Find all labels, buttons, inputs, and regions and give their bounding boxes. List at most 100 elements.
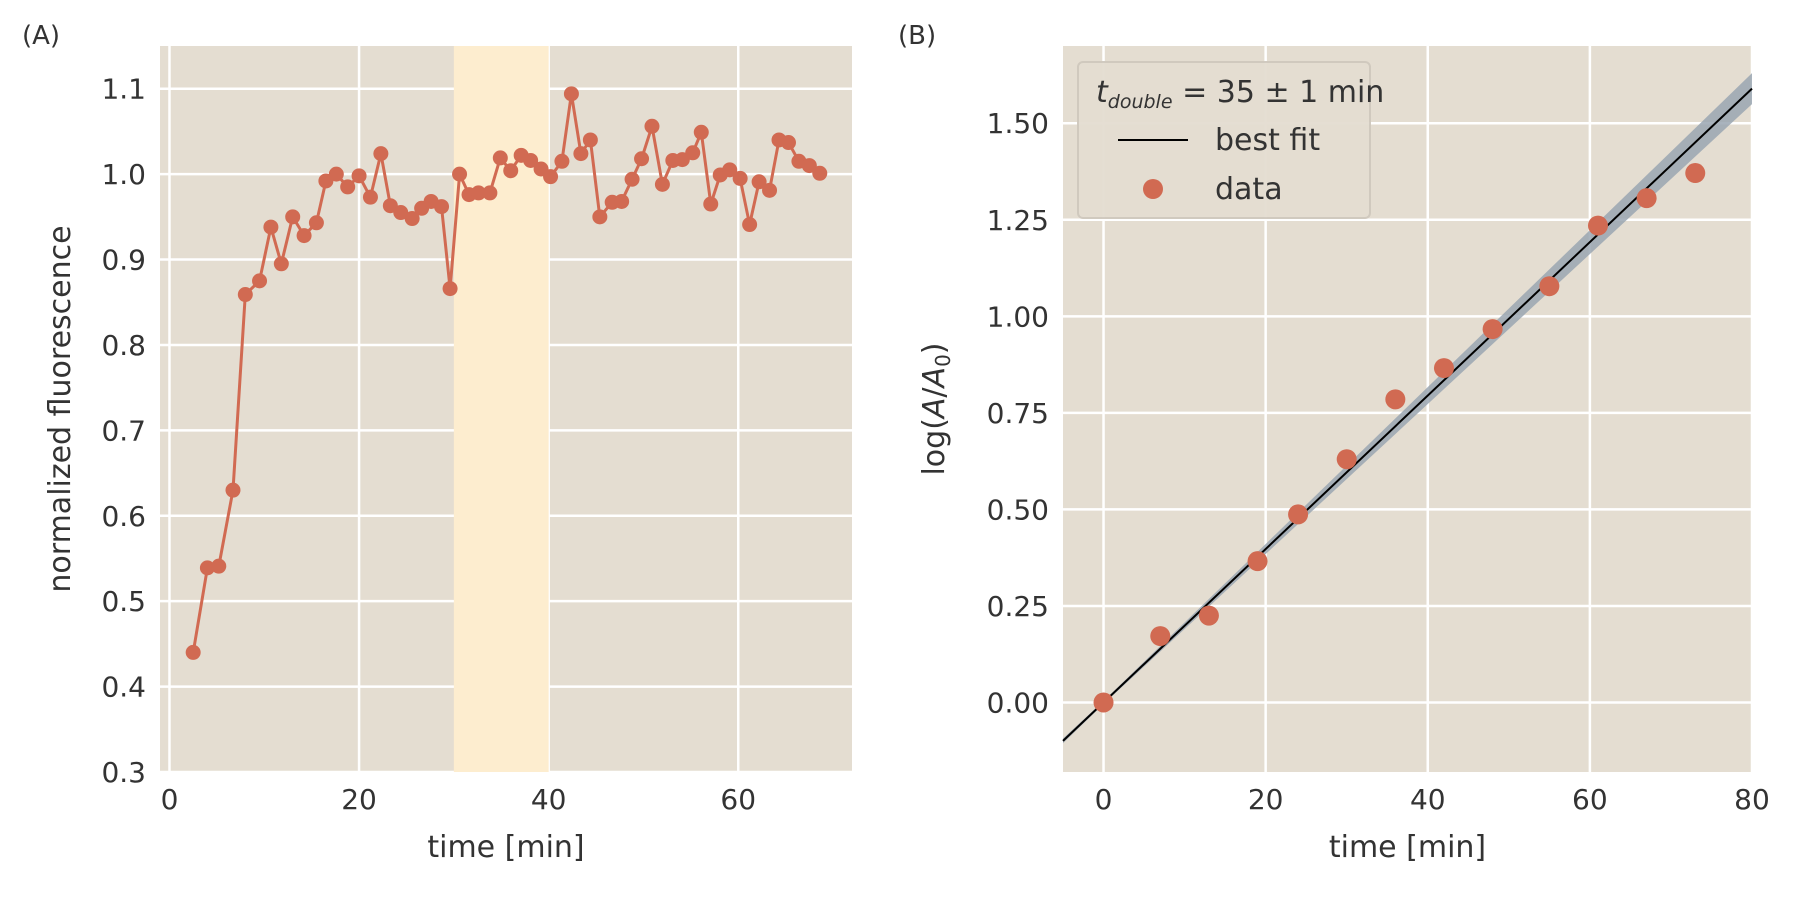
data-point [211, 558, 227, 574]
panel-b-series [1093, 163, 1706, 713]
y-tick-label: 1.00 [987, 300, 1049, 333]
data-point [685, 145, 701, 161]
data-point [434, 199, 450, 215]
data-point [1587, 215, 1608, 236]
data-point [624, 171, 640, 187]
data-point [340, 179, 356, 195]
data-point [199, 560, 215, 576]
y-tick-label: 0.00 [987, 686, 1049, 719]
y-tick-label: 1.25 [987, 204, 1049, 237]
data-point [1247, 551, 1268, 572]
y-tick-label: 0.9 [101, 244, 146, 277]
data-point [328, 166, 344, 182]
data-point [1093, 692, 1114, 713]
legend: tdouble = 35 ± 1 min best fit data [1077, 61, 1384, 219]
panel-b-x-axis-label: time [min] [1329, 830, 1486, 865]
data-point [722, 162, 738, 178]
x-tick-label: 80 [1734, 783, 1770, 816]
data-point [373, 146, 389, 162]
ylabel-sub: 0 [931, 354, 955, 367]
y-tick-label: 0.4 [101, 671, 146, 704]
data-point [554, 153, 570, 169]
y-tick-label: 0.8 [101, 329, 146, 362]
panel-b-letter: (B) [898, 21, 936, 51]
x-tick-label: 60 [720, 783, 756, 816]
x-tick-label: 40 [1410, 783, 1446, 816]
ylabel-prefix: log( [917, 418, 952, 475]
data-point [801, 158, 817, 174]
y-tick-label: 0.6 [101, 500, 146, 533]
ylabel-var1: A [917, 398, 952, 421]
panel-b-y-ticks: 0.00 0.25 0.50 0.75 1.00 1.25 1.50 [987, 107, 1049, 719]
legend-annotation-rest: = 35 ± 1 min [1173, 75, 1385, 110]
data-point [812, 165, 828, 181]
data-point [543, 169, 559, 185]
panel-a-series [185, 86, 828, 660]
y-tick-label: 0.75 [987, 397, 1049, 430]
data-point [634, 151, 650, 167]
legend-data-swatch [1143, 179, 1163, 199]
data-point [592, 209, 608, 225]
ylabel-suffix: ) [917, 342, 952, 354]
panel-a-letter: (A) [22, 21, 60, 51]
ylabel-slash: / [917, 387, 952, 398]
data-point [614, 193, 630, 209]
data-point [185, 644, 201, 660]
data-point [503, 163, 519, 179]
data-point [452, 166, 468, 182]
y-tick-label: 1.0 [101, 158, 146, 191]
legend-box [1077, 61, 1371, 219]
data-point [1198, 605, 1219, 626]
ylabel-var2: A [917, 367, 952, 390]
panel-b-grid [1063, 46, 1754, 772]
data-point [404, 211, 420, 227]
data-point [563, 86, 579, 102]
data-point [442, 281, 458, 297]
y-tick-label: 0.5 [101, 585, 146, 618]
data-point [492, 150, 508, 166]
data-point [742, 217, 758, 233]
y-tick-label: 0.25 [987, 590, 1049, 623]
panel-b-confidence-band [1063, 73, 1752, 744]
legend-annotation: tdouble = 35 ± 1 min [1096, 75, 1384, 113]
data-point [285, 209, 301, 225]
data-point [252, 273, 268, 289]
data-point [362, 189, 378, 205]
data-point [780, 135, 796, 151]
data-point [351, 168, 367, 184]
x-tick-label: 60 [1572, 783, 1608, 816]
y-tick-label: 0.50 [987, 493, 1049, 526]
y-tick-label: 0.7 [101, 414, 146, 447]
data-point [582, 132, 598, 148]
data-point [1336, 449, 1357, 470]
panel-a-x-axis-label: time [min] [427, 830, 584, 865]
x-tick-label: 20 [341, 783, 377, 816]
data-point [693, 124, 709, 140]
legend-data-label: data [1215, 172, 1283, 207]
data-point [273, 256, 289, 272]
x-tick-label: 20 [1248, 783, 1284, 816]
data-point [263, 219, 279, 235]
x-tick-label: 0 [1095, 783, 1113, 816]
x-tick-label: 0 [161, 783, 179, 816]
data-point [1433, 358, 1454, 379]
data-point [471, 185, 487, 201]
y-tick-label: 0.3 [101, 756, 146, 789]
data-point [703, 196, 719, 212]
data-point [1482, 319, 1503, 340]
panel-a-y-axis-label: normalized fluorescence [43, 225, 78, 592]
data-point [237, 287, 253, 303]
legend-annotation-var: t [1096, 75, 1109, 110]
data-point [644, 118, 660, 134]
data-point [573, 146, 589, 162]
panel-b: (B) 0 20 40 60 80 0.00 0.25 0.50 0.75 1.00 1.25 1.… [898, 21, 1770, 865]
data-point [762, 182, 778, 198]
data-point [1636, 188, 1657, 209]
panel-b-y-axis-label: log(A/A0) [917, 342, 955, 475]
data-point [1150, 626, 1171, 647]
data-point [1685, 163, 1706, 184]
panel-a: (A) 0 20 40 60 0.30.40.50.60.70.80.91.01.1 … [22, 21, 852, 865]
data-point [308, 215, 324, 231]
data-point [482, 185, 498, 201]
